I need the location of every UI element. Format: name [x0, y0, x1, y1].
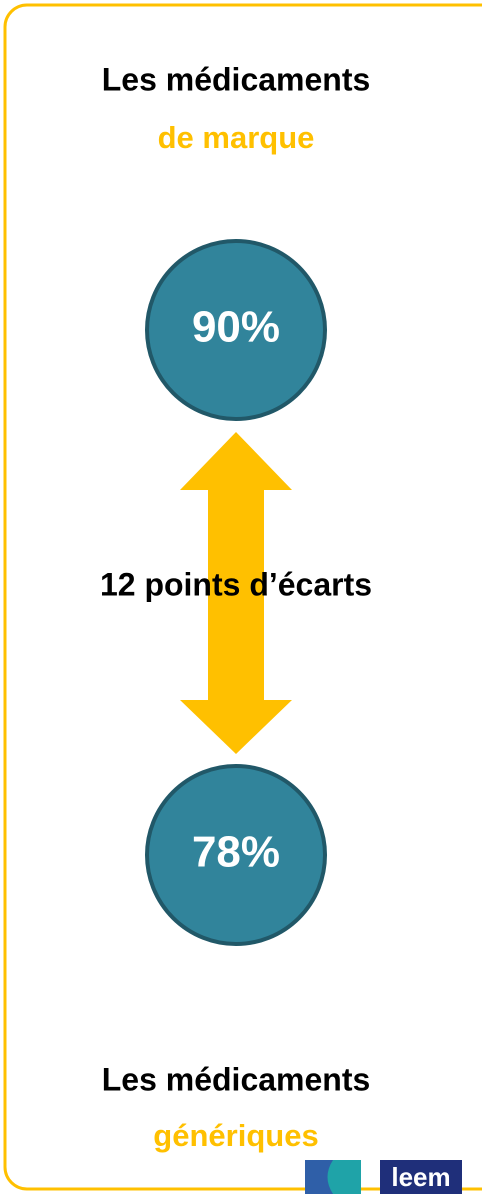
bottom-subtitle: génériques [153, 1118, 318, 1153]
bottom-circle [145, 764, 327, 946]
top-value: 90% [192, 303, 280, 352]
logo-mark-shape [327, 1160, 361, 1194]
top-title: Les médicaments [102, 61, 371, 97]
frame [3, 3, 482, 1191]
logo-box [380, 1160, 462, 1194]
top-subtitle: de marque [158, 120, 315, 155]
double-arrow [180, 432, 292, 754]
top-circle [145, 239, 327, 421]
gap-label: 12 points d’écarts [100, 566, 372, 602]
logo-text: leem [391, 1162, 450, 1192]
bottom-title: Les médicaments [102, 1061, 371, 1097]
bottom-value: 78% [192, 828, 280, 877]
